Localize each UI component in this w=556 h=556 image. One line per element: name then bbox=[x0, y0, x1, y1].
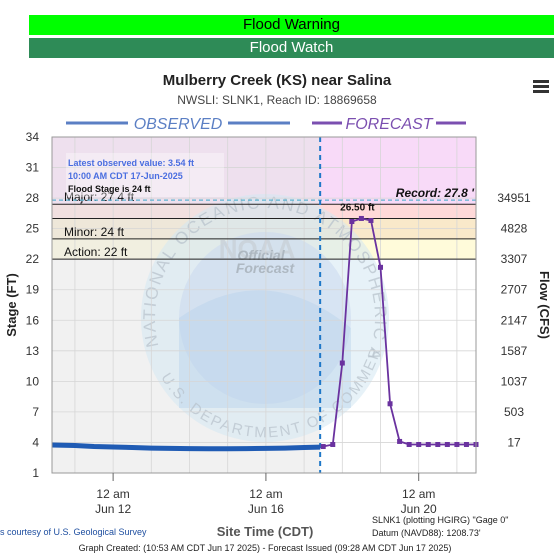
flow-tick-label: 2707 bbox=[501, 283, 528, 297]
info-latest-value: Latest observed value: 3.54 ft bbox=[68, 158, 194, 168]
forecast-point bbox=[406, 441, 412, 447]
forecast-series: 26.50 ft bbox=[320, 202, 479, 450]
hamburger-menu-icon[interactable] bbox=[533, 80, 549, 94]
flow-axis-label: Flow (CFS) bbox=[537, 271, 552, 339]
forecast-point bbox=[387, 401, 393, 407]
gage-info-line1: SLNK1 (plotting HGIRG) "Gage 0" bbox=[372, 515, 508, 525]
info-flood-stage: Flood Stage is 24 ft bbox=[68, 184, 151, 194]
forecast-legend-label[interactable]: FORECAST bbox=[345, 116, 433, 133]
forecast-point bbox=[435, 441, 441, 447]
info-box bbox=[66, 153, 224, 197]
forecast-point bbox=[454, 441, 460, 447]
chart-subtitle: NWSLI: SLNK1, Reach ID: 18869658 bbox=[177, 93, 377, 107]
y-tick-label: 34 bbox=[26, 130, 40, 144]
flow-tick-label: 4828 bbox=[501, 222, 528, 236]
forecast-point bbox=[358, 215, 364, 221]
flood-watch-banner[interactable]: Flood Watch bbox=[29, 38, 554, 58]
forecast-point bbox=[463, 441, 469, 447]
forecast-point bbox=[378, 264, 384, 270]
forecast-point bbox=[349, 219, 355, 225]
y-axis-label: Stage (FT) bbox=[4, 273, 19, 337]
forecast-point bbox=[425, 441, 431, 447]
x-tick-label-date: Jun 20 bbox=[401, 502, 437, 516]
y-tick-label: 25 bbox=[26, 222, 40, 236]
forecast-point bbox=[339, 360, 345, 366]
y-tick-label: 10 bbox=[26, 374, 40, 388]
flow-tick-label: 2147 bbox=[501, 313, 528, 327]
label-action: Action: 22 ft bbox=[64, 245, 128, 259]
y-tick-label: 13 bbox=[26, 344, 40, 358]
forecast-point bbox=[320, 444, 326, 450]
y-tick-label: 1 bbox=[32, 466, 39, 480]
flow-tick-label: 503 bbox=[504, 405, 524, 419]
watermark-inner-disk bbox=[179, 232, 351, 404]
axes: 1 4 7 10 13 16 19 22 25 28 31 34 17 503 1037 1587 2147 27… bbox=[26, 130, 531, 516]
forecast-point bbox=[416, 441, 422, 447]
plot-frame bbox=[51, 136, 477, 474]
forecast-point bbox=[330, 441, 336, 447]
observed-series bbox=[51, 442, 321, 452]
x-tick-label-time: 12 am bbox=[249, 487, 282, 501]
record-label: Record: 27.8 ' bbox=[396, 186, 475, 200]
forecast-peak-label: 26.50 ft bbox=[340, 202, 375, 213]
usgs-credit[interactable]: s courtesy of U.S. Geological Survey bbox=[0, 527, 147, 537]
flow-tick-label: 34951 bbox=[497, 191, 531, 205]
x-axis-label: Site Time (CDT) bbox=[217, 524, 314, 539]
x-tick-label-time: 12 am bbox=[402, 487, 435, 501]
forecast-point bbox=[368, 217, 374, 223]
y-tick-label: 22 bbox=[26, 252, 40, 266]
observed-line bbox=[51, 442, 321, 452]
x-tick-label-time: 12 am bbox=[96, 487, 129, 501]
forecast-point bbox=[444, 441, 450, 447]
y-tick-label: 16 bbox=[26, 313, 40, 327]
flow-tick-label: 17 bbox=[507, 435, 521, 449]
flow-tick-label: 1037 bbox=[501, 374, 528, 388]
flow-tick-label: 1587 bbox=[501, 344, 528, 358]
y-tick-label: 7 bbox=[32, 405, 39, 419]
y-tick-label: 28 bbox=[26, 191, 40, 205]
y-tick-label: 19 bbox=[26, 283, 40, 297]
y-tick-label: 4 bbox=[32, 435, 39, 449]
forecast-point bbox=[397, 438, 403, 444]
gage-info-line2: Datum (NAVD88): 1208.73' bbox=[372, 528, 481, 538]
x-tick-label-date: Jun 16 bbox=[248, 502, 284, 516]
x-tick-label-date: Jun 12 bbox=[95, 502, 131, 516]
flood-warning-banner[interactable]: Flood Warning bbox=[29, 15, 554, 35]
info-latest-time: 10:00 AM CDT 17-Jun-2025 bbox=[68, 171, 183, 181]
graph-created-note: Graph Created: (10:53 AM CDT Jun 17 2025… bbox=[79, 543, 452, 553]
y-tick-label: 31 bbox=[26, 161, 40, 175]
chart-title: Mulberry Creek (KS) near Salina bbox=[163, 72, 392, 89]
flow-tick-label: 3307 bbox=[501, 252, 528, 266]
observed-legend-label[interactable]: OBSERVED bbox=[134, 116, 223, 133]
label-minor: Minor: 24 ft bbox=[64, 225, 125, 239]
watermark-wave bbox=[179, 290, 351, 408]
